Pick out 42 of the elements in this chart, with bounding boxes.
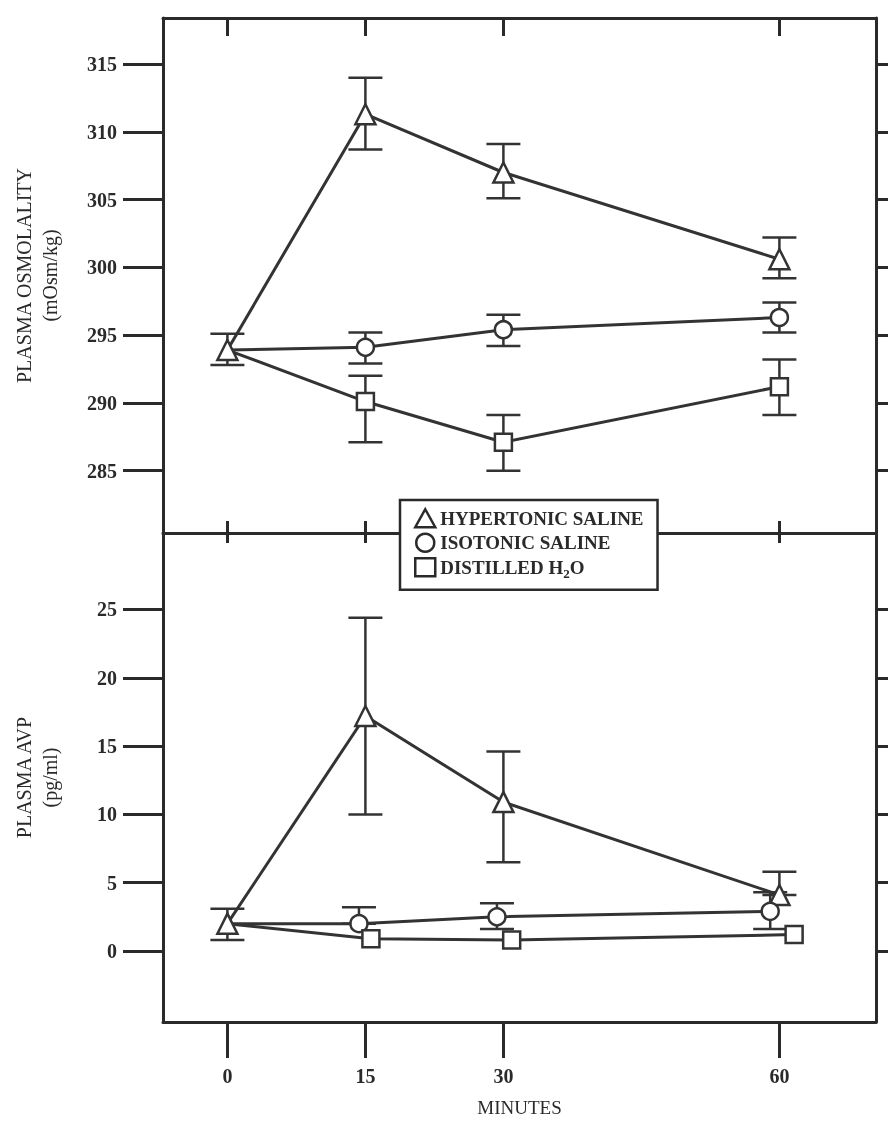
y-tick-label: 10 bbox=[97, 803, 117, 826]
point bbox=[361, 928, 381, 949]
point bbox=[784, 924, 804, 945]
point bbox=[487, 907, 507, 927]
y-tick-label: 295 bbox=[87, 324, 117, 347]
x-axis-title: MINUTES bbox=[477, 1097, 562, 1118]
x-tick-label: 60 bbox=[769, 1065, 790, 1087]
point bbox=[769, 307, 790, 328]
y-tick-label: 315 bbox=[87, 53, 117, 76]
point bbox=[493, 319, 514, 340]
point bbox=[354, 102, 377, 126]
point bbox=[769, 376, 790, 397]
y-tick-label: 15 bbox=[97, 735, 117, 758]
x-tick-label: 0 bbox=[222, 1065, 233, 1087]
y-axis-title: PLASMA OSMOLALITY (mOsm/kg) bbox=[13, 167, 62, 384]
point bbox=[768, 883, 791, 907]
y-tick-label: 310 bbox=[87, 120, 117, 143]
point bbox=[354, 704, 377, 728]
y-tick-label: 5 bbox=[107, 871, 117, 894]
point bbox=[492, 161, 515, 184]
point bbox=[349, 913, 369, 934]
point bbox=[501, 930, 522, 950]
point bbox=[492, 790, 515, 814]
y-tick-label: 300 bbox=[87, 256, 117, 279]
point bbox=[216, 338, 239, 362]
y-tick-label: 285 bbox=[87, 459, 117, 482]
point bbox=[760, 901, 780, 922]
y-tick-label: 305 bbox=[87, 188, 117, 211]
y-axis-title: PLASMA AVP (pg/ml) bbox=[13, 716, 62, 839]
point bbox=[216, 912, 239, 935]
x-tick-label: 15 bbox=[355, 1065, 376, 1087]
y-tick-label: 290 bbox=[87, 391, 117, 414]
point bbox=[355, 391, 376, 412]
y-tick-label: 20 bbox=[97, 666, 117, 689]
point bbox=[355, 337, 376, 358]
legend-label: HYPERTONIC SALINE bbox=[440, 507, 644, 529]
point bbox=[493, 432, 514, 452]
y-tick-label: 0 bbox=[107, 939, 117, 962]
legend-label: ISOTONIC SALINE bbox=[440, 532, 611, 554]
point bbox=[768, 247, 791, 271]
x-tick-label: 30 bbox=[493, 1065, 514, 1087]
y-tick-label: 25 bbox=[97, 598, 117, 621]
